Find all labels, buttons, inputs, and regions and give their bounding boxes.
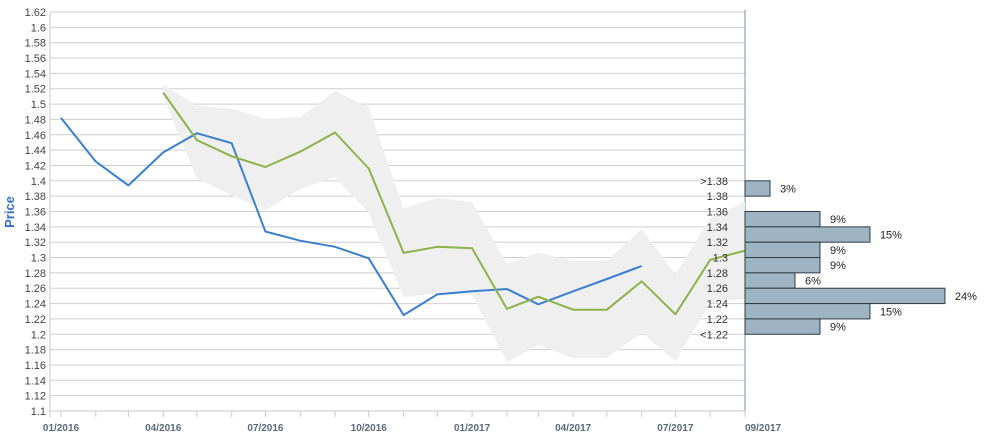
distribution-bin-label: <1.22: [700, 329, 728, 341]
distribution-pct-label: 15%: [880, 306, 902, 318]
distribution-pct-label: 6%: [805, 276, 821, 288]
x-tick-label: 04/2017: [555, 423, 592, 434]
y-tick-label: 1.24: [25, 299, 46, 311]
distribution-pct-label: 24%: [955, 291, 977, 303]
y-tick-label: 1.54: [25, 68, 46, 80]
distribution-bin-label: 1.38: [707, 191, 728, 203]
x-tick-label: 01/2017: [454, 423, 491, 434]
distribution-bin-label: 1.36: [707, 207, 728, 219]
y-tick-label: 1.3: [31, 253, 46, 265]
series-line-2: [162, 92, 780, 316]
x-tick-label: 07/2017: [657, 423, 694, 434]
distribution-bar: [744, 318, 821, 335]
y-tick-label: 1.42: [25, 160, 46, 172]
distribution-bin-label: 1.34: [707, 222, 728, 234]
distribution-pct-label: 9%: [830, 322, 846, 334]
x-tick-label: 09/2017: [745, 423, 782, 434]
distribution-bin-label: 1.22: [707, 314, 728, 326]
y-tick-label: 1.1: [31, 406, 46, 418]
forecast-band: [163, 84, 745, 362]
y-tick-label: 1.16: [25, 360, 46, 372]
distribution-bar: [744, 241, 821, 259]
forecast-range-band: [163, 84, 745, 362]
distribution-bin-label: 1.28: [707, 268, 728, 280]
y-tick-label: 1.38: [25, 191, 46, 203]
y-tick-label: 1.34: [25, 222, 46, 234]
y-tick-label: 1.62: [25, 7, 46, 19]
y-tick-label: 1.18: [25, 345, 46, 357]
x-tick-label: 01/2016: [43, 423, 80, 434]
y-tick-label: 1.5: [31, 99, 46, 111]
series-line-1: [60, 117, 643, 317]
distribution-bar: [744, 303, 871, 320]
distribution-pct-label: 9%: [830, 260, 846, 272]
distribution-bin-label: 1.24: [707, 299, 728, 311]
y-tick-label: 1.52: [25, 84, 46, 96]
y-axis: 1.1 1.12 1.14 1.16 1.18 1.2 1.22 1.24 1.26 1.28 1.…: [25, 7, 51, 418]
y-tick-label: 1.32: [25, 237, 46, 249]
distribution-bar: [744, 272, 796, 289]
distribution-bar: [744, 226, 871, 243]
distribution-bars: 3% >1.38 1.38 9% 1.36 15% 1.34 9% 1.32 9% 1.3 6% 1.2…: [700, 176, 977, 341]
distribution-bar: [744, 287, 946, 305]
y-tick-label: 1.58: [25, 38, 46, 50]
x-tick-label: 07/2016: [247, 423, 284, 434]
distribution-pct-label: 9%: [830, 214, 846, 226]
distribution-bar: [744, 211, 821, 228]
series-lines: [60, 92, 780, 317]
y-tick-label: 1.36: [25, 207, 46, 219]
x-tick-label: 04/2016: [145, 423, 182, 434]
x-axis: 01/2016 04/2016 07/2016 10/2016 01/2017 04/20…: [43, 410, 782, 434]
x-tick-label: 10/2016: [351, 423, 388, 434]
y-tick-label: 1.56: [25, 53, 46, 65]
y-tick-label: 1.12: [25, 391, 46, 403]
y-tick-label: 1.14: [25, 375, 46, 387]
distribution-bar: [744, 257, 821, 274]
y-tick-label: 1.46: [25, 130, 46, 142]
y-tick-label: 1.4: [31, 176, 46, 188]
y-tick-label: 1.26: [25, 283, 46, 295]
distribution-pct-label: 9%: [830, 245, 846, 257]
y-tick-label: 1.48: [25, 114, 46, 126]
y-tick-label: 1.44: [25, 145, 46, 157]
y-tick-label: 1.22: [25, 314, 46, 326]
distribution-bin-label: 1.26: [707, 283, 728, 295]
distribution-bin-label: 1.32: [707, 237, 728, 249]
y-axis-label: Price: [2, 196, 17, 228]
distribution-bin-label: >1.38: [700, 176, 728, 188]
y-tick-label: 1.6: [31, 22, 46, 34]
y-tick-label: 1.2: [31, 329, 46, 341]
distribution-pct-label: 3%: [780, 183, 796, 195]
distribution-bar: [744, 180, 771, 197]
distribution-bin-label: 1.3: [713, 253, 728, 265]
distribution-pct-label: 15%: [880, 230, 902, 242]
y-tick-label: 1.28: [25, 268, 46, 280]
